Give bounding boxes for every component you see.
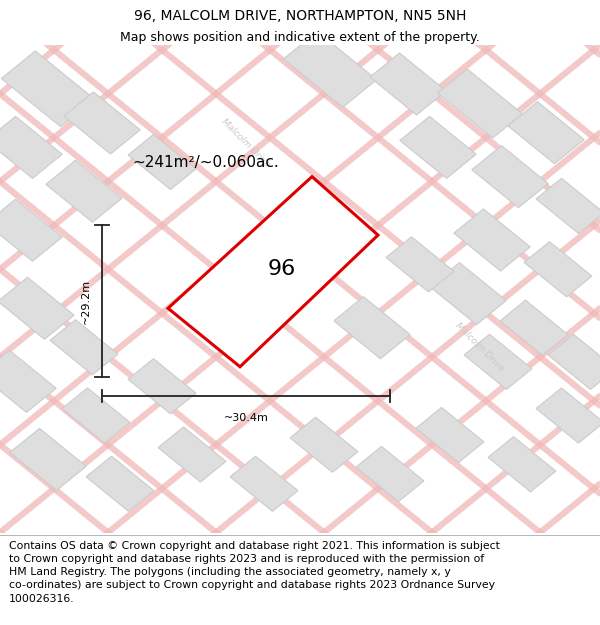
- Polygon shape: [370, 53, 446, 115]
- Polygon shape: [62, 388, 130, 443]
- Polygon shape: [437, 69, 523, 138]
- Text: Malcolm Drive: Malcolm Drive: [220, 116, 272, 169]
- Polygon shape: [386, 237, 454, 292]
- Polygon shape: [283, 31, 377, 107]
- Polygon shape: [524, 242, 592, 297]
- Polygon shape: [64, 92, 140, 154]
- Polygon shape: [536, 388, 600, 443]
- Polygon shape: [158, 427, 226, 482]
- Polygon shape: [454, 209, 530, 271]
- Polygon shape: [0, 278, 74, 339]
- Polygon shape: [356, 446, 424, 502]
- Polygon shape: [472, 146, 548, 208]
- Polygon shape: [46, 160, 122, 222]
- Polygon shape: [128, 134, 196, 189]
- Polygon shape: [168, 177, 378, 367]
- Polygon shape: [400, 116, 476, 178]
- Polygon shape: [86, 456, 154, 511]
- Polygon shape: [0, 116, 62, 178]
- Polygon shape: [50, 319, 118, 375]
- Text: ~29.2m: ~29.2m: [81, 278, 91, 324]
- Polygon shape: [500, 300, 568, 356]
- Polygon shape: [10, 428, 86, 491]
- Polygon shape: [488, 437, 556, 492]
- Polygon shape: [1, 51, 95, 127]
- Polygon shape: [0, 199, 62, 261]
- Text: Map shows position and indicative extent of the property.: Map shows position and indicative extent…: [120, 31, 480, 44]
- Polygon shape: [464, 334, 532, 389]
- Polygon shape: [128, 359, 196, 414]
- Polygon shape: [416, 408, 484, 462]
- Text: Contains OS data © Crown copyright and database right 2021. This information is : Contains OS data © Crown copyright and d…: [9, 541, 500, 604]
- Text: 96, MALCOLM DRIVE, NORTHAMPTON, NN5 5NH: 96, MALCOLM DRIVE, NORTHAMPTON, NN5 5NH: [134, 9, 466, 23]
- Polygon shape: [334, 297, 410, 359]
- Text: Malcolm Drive: Malcolm Drive: [454, 321, 506, 373]
- Polygon shape: [508, 102, 584, 164]
- Text: ~241m²/~0.060ac.: ~241m²/~0.060ac.: [132, 154, 279, 169]
- Text: ~30.4m: ~30.4m: [224, 413, 268, 423]
- Polygon shape: [430, 262, 506, 324]
- Polygon shape: [548, 334, 600, 389]
- Polygon shape: [536, 178, 600, 234]
- Polygon shape: [290, 417, 358, 472]
- Polygon shape: [230, 456, 298, 511]
- Text: 96: 96: [268, 259, 296, 279]
- Polygon shape: [0, 351, 56, 413]
